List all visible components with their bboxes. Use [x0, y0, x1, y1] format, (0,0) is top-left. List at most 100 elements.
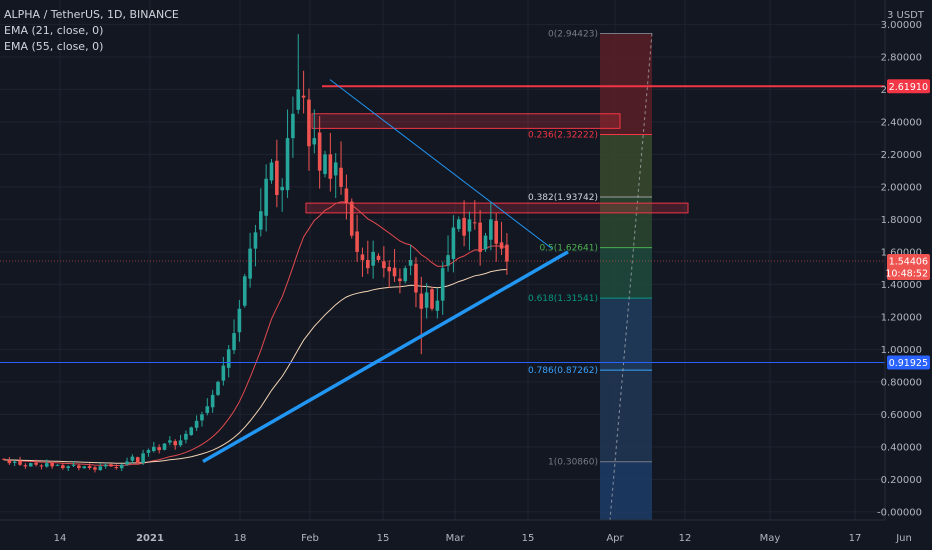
candle-body — [360, 254, 365, 260]
y-tick-label: 0.80000 — [881, 377, 922, 388]
candle-body — [499, 242, 504, 249]
x-tick-label: Feb — [301, 533, 319, 544]
candle-body — [221, 365, 226, 381]
candle-body — [349, 201, 354, 236]
candle-body — [77, 465, 81, 468]
candle-body — [135, 457, 140, 464]
time-axis-bg — [0, 520, 932, 550]
symbol-title[interactable]: ALPHA / TetherUS, 1D, BINANCE — [4, 8, 179, 21]
time-axis[interactable]: 14 2021 18 Feb 15 Mar 15 Apr 12 May 17 Jun — [0, 519, 932, 550]
candle-body — [435, 300, 440, 311]
candle-body — [55, 464, 60, 466]
candle-body — [103, 464, 108, 467]
mid-zone — [305, 202, 689, 214]
candle-body — [93, 467, 97, 470]
candle-body — [87, 466, 92, 468]
candle-body — [248, 248, 252, 279]
candle-body — [168, 440, 172, 443]
candle-body — [34, 462, 38, 465]
candle-body — [210, 394, 215, 408]
candle-body — [333, 162, 338, 176]
candle-body — [125, 461, 129, 465]
resistance-price-badge: 2.61910 — [889, 82, 928, 93]
y-tick-label: 0.60000 — [881, 410, 922, 421]
candle-body — [205, 406, 210, 413]
candle-body — [61, 465, 65, 468]
fib-level-label: 0.5(1.62641) — [539, 244, 598, 254]
candle-body — [82, 466, 87, 469]
candle-body — [184, 433, 188, 440]
support-price-badge-bg — [887, 355, 930, 370]
drawn-lines[interactable] — [0, 79, 885, 464]
ema21-line — [3, 201, 508, 467]
candle-body — [414, 263, 418, 293]
candle-body — [430, 289, 434, 309]
y-tick-label: 1.20000 — [881, 312, 922, 323]
y-tick-label: 1.40000 — [881, 280, 922, 291]
candle-body — [408, 260, 413, 266]
candle-body — [264, 178, 268, 216]
candle-body — [467, 219, 472, 232]
y-tick-label: 2.00000 — [881, 182, 922, 193]
ema55-legend[interactable]: EMA (55, close, 0) — [4, 40, 104, 53]
candle-body — [339, 167, 343, 187]
candle-body — [189, 427, 194, 436]
candle-body — [232, 333, 236, 351]
x-tick-label: May — [760, 533, 781, 544]
candle-body — [12, 461, 17, 463]
ema21-legend[interactable]: EMA (21, close, 0) — [4, 24, 104, 37]
candle-body — [317, 132, 322, 171]
candle-body — [109, 464, 113, 467]
ema-lines — [3, 201, 508, 467]
fib-zone — [600, 134, 652, 198]
x-tick-label: 2021 — [136, 533, 164, 544]
candle-body — [296, 89, 301, 110]
candle-body — [387, 266, 391, 272]
candle-body — [328, 154, 333, 179]
fib-level-label: 0(2.94423) — [548, 29, 598, 39]
candle-body — [173, 441, 177, 446]
candle-body — [50, 462, 54, 467]
candle-body — [291, 113, 295, 139]
candle-body — [146, 450, 151, 453]
candle-body — [98, 466, 103, 471]
candle-body — [403, 268, 408, 282]
candle-body — [237, 308, 242, 333]
fib-zone — [600, 247, 652, 299]
legend: ALPHA / TetherUS, 1D, BINANCE EMA (21, c… — [4, 7, 179, 55]
candle-body — [39, 465, 44, 467]
ascending-trendline — [202, 250, 569, 464]
candle-body — [451, 227, 456, 259]
fibonacci-retracement[interactable]: 0(2.94423) 0.236(2.32222) 0.382(1.93742) 0.… — [528, 29, 653, 521]
candle-body — [269, 162, 274, 181]
candle-body — [28, 463, 33, 467]
candle-body — [280, 186, 284, 191]
x-tick-label: Mar — [446, 533, 466, 544]
candle-body — [307, 99, 311, 147]
y-tick-label: 1.00000 — [881, 345, 922, 356]
candle-body — [440, 268, 445, 301]
y-tick-label: 3.00000 — [881, 20, 922, 31]
candle-body — [323, 154, 327, 175]
candle-body — [253, 232, 258, 249]
candle-body — [45, 463, 49, 467]
candle-body — [398, 278, 402, 282]
current-price-badge: 1.54406 — [889, 256, 928, 267]
candle-body — [312, 138, 317, 145]
fib-level-label: 0.786(0.87262) — [528, 366, 598, 376]
fib-level-label: 1(0.30860) — [548, 458, 598, 468]
support-price-badge: 0.91925 — [889, 358, 928, 369]
y-tick-label: 2.20000 — [881, 150, 922, 161]
y-tick-label: 0.20000 — [881, 475, 922, 486]
candle-body — [119, 464, 124, 469]
y-tick-label: 0.40000 — [881, 442, 922, 453]
candle-body — [216, 381, 220, 395]
candle-body — [456, 219, 461, 229]
candle-body — [376, 255, 381, 260]
candle-body — [259, 211, 263, 230]
candle-body — [478, 222, 482, 252]
candle-body — [301, 95, 306, 98]
resistance-price-badge-bg — [887, 79, 930, 94]
